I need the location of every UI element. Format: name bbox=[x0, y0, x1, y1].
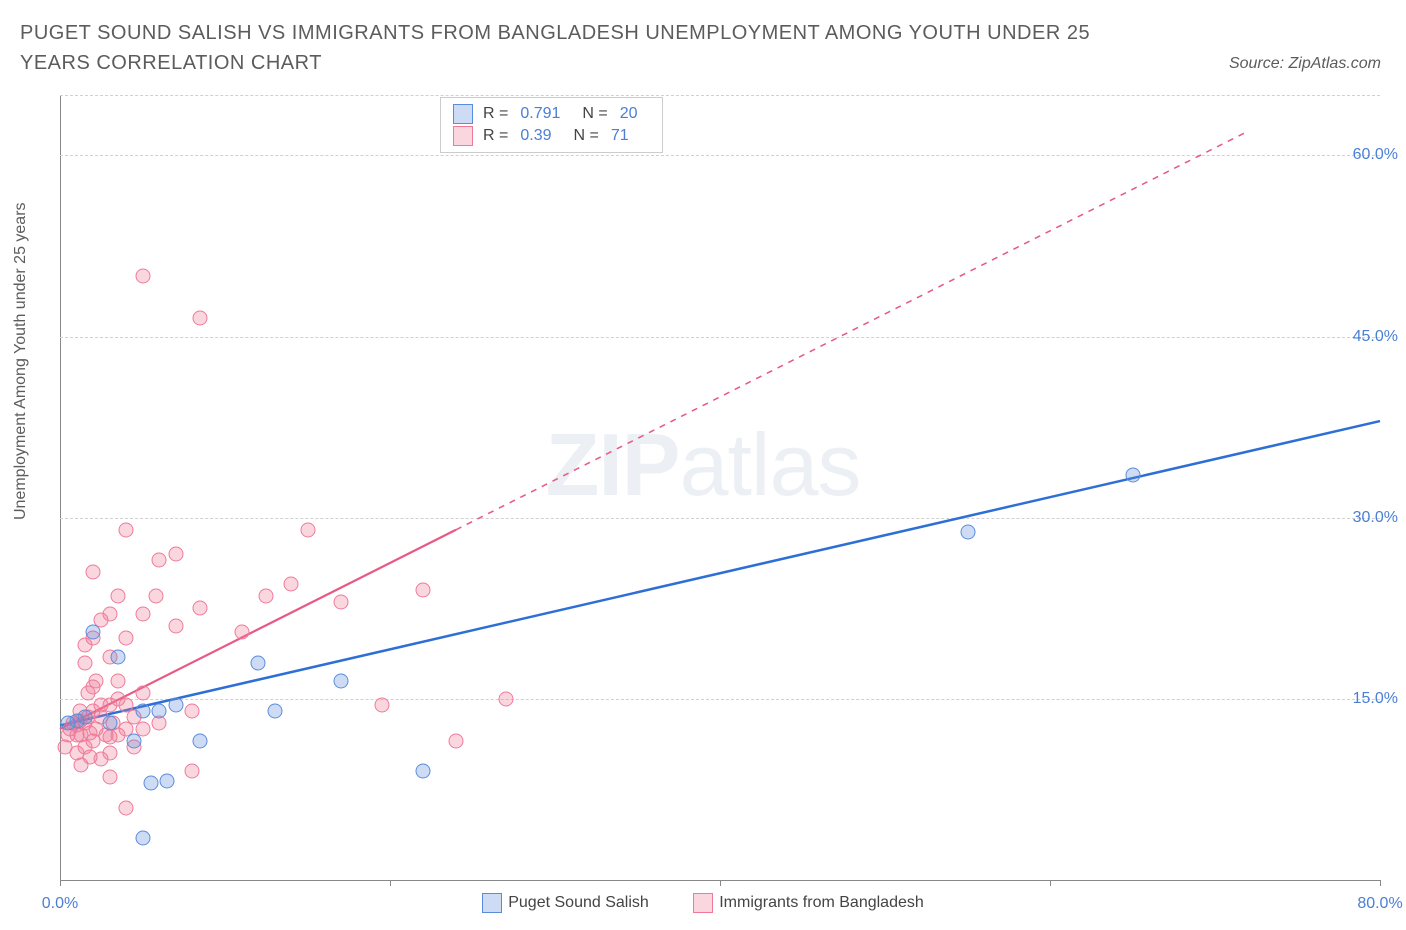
stats-row-blue: R = 0.791 N = 20 bbox=[453, 104, 650, 124]
point-blue bbox=[77, 709, 92, 724]
n-value-pink: 71 bbox=[611, 127, 629, 145]
point-pink bbox=[119, 631, 134, 646]
point-blue bbox=[102, 716, 117, 731]
point-pink bbox=[300, 522, 315, 537]
swatch-blue bbox=[453, 104, 473, 124]
point-pink bbox=[135, 607, 150, 622]
point-blue bbox=[143, 776, 158, 791]
point-blue bbox=[160, 773, 175, 788]
point-blue bbox=[110, 649, 125, 664]
swatch-pink-2 bbox=[693, 893, 713, 913]
y-tick-label: 30.0% bbox=[1353, 509, 1398, 527]
point-blue bbox=[152, 703, 167, 718]
point-blue bbox=[267, 703, 282, 718]
point-blue bbox=[960, 525, 975, 540]
point-blue bbox=[333, 673, 348, 688]
point-blue bbox=[127, 734, 142, 749]
point-pink bbox=[102, 770, 117, 785]
point-pink bbox=[119, 522, 134, 537]
point-pink bbox=[119, 800, 134, 815]
point-blue bbox=[168, 697, 183, 712]
point-pink bbox=[193, 601, 208, 616]
r-value-pink: 0.39 bbox=[520, 127, 551, 145]
stats-legend: R = 0.791 N = 20 R = 0.39 N = 71 bbox=[440, 97, 663, 153]
stats-row-pink: R = 0.39 N = 71 bbox=[453, 126, 650, 146]
r-label2: R = bbox=[483, 127, 508, 145]
point-pink bbox=[259, 589, 274, 604]
legend-label-blue: Puget Sound Salish bbox=[508, 894, 649, 912]
point-pink bbox=[148, 589, 163, 604]
point-blue bbox=[1125, 468, 1140, 483]
point-blue bbox=[135, 830, 150, 845]
y-tick-label: 45.0% bbox=[1353, 328, 1398, 346]
point-pink bbox=[135, 685, 150, 700]
point-pink bbox=[284, 577, 299, 592]
chart-title: PUGET SOUND SALISH VS IMMIGRANTS FROM BA… bbox=[20, 18, 1120, 78]
y-tick-label: 15.0% bbox=[1353, 690, 1398, 708]
point-blue bbox=[193, 734, 208, 749]
point-pink bbox=[102, 746, 117, 761]
n-label2: N = bbox=[573, 127, 598, 145]
r-label: R = bbox=[483, 105, 508, 123]
y-tick-label: 60.0% bbox=[1353, 146, 1398, 164]
point-pink bbox=[374, 697, 389, 712]
legend-item-pink: Immigrants from Bangladesh bbox=[693, 893, 924, 913]
point-pink bbox=[152, 552, 167, 567]
r-value-blue: 0.791 bbox=[520, 105, 560, 123]
n-label: N = bbox=[582, 105, 607, 123]
source-label: Source: ZipAtlas.com bbox=[1229, 55, 1381, 73]
point-blue bbox=[251, 655, 266, 670]
point-pink bbox=[234, 625, 249, 640]
point-pink bbox=[102, 607, 117, 622]
swatch-blue-2 bbox=[482, 893, 502, 913]
point-pink bbox=[110, 673, 125, 688]
y-axis-label: Unemployment Among Youth under 25 years bbox=[12, 202, 30, 520]
point-pink bbox=[193, 311, 208, 326]
legend-label-pink: Immigrants from Bangladesh bbox=[719, 894, 924, 912]
swatch-pink bbox=[453, 126, 473, 146]
n-value-blue: 20 bbox=[620, 105, 638, 123]
point-pink bbox=[449, 734, 464, 749]
point-pink bbox=[168, 619, 183, 634]
point-pink bbox=[77, 655, 92, 670]
point-pink bbox=[185, 703, 200, 718]
plot-area bbox=[60, 95, 1381, 881]
point-pink bbox=[86, 565, 101, 580]
legend-item-blue: Puget Sound Salish bbox=[482, 893, 649, 913]
point-pink bbox=[185, 764, 200, 779]
point-pink bbox=[498, 691, 513, 706]
point-pink bbox=[89, 673, 104, 688]
point-pink bbox=[168, 546, 183, 561]
point-pink bbox=[110, 589, 125, 604]
point-pink bbox=[333, 595, 348, 610]
point-blue bbox=[135, 703, 150, 718]
bottom-legend: Puget Sound Salish Immigrants from Bangl… bbox=[0, 893, 1406, 918]
point-pink bbox=[416, 583, 431, 598]
point-blue bbox=[86, 625, 101, 640]
point-pink bbox=[135, 269, 150, 284]
point-blue bbox=[416, 764, 431, 779]
